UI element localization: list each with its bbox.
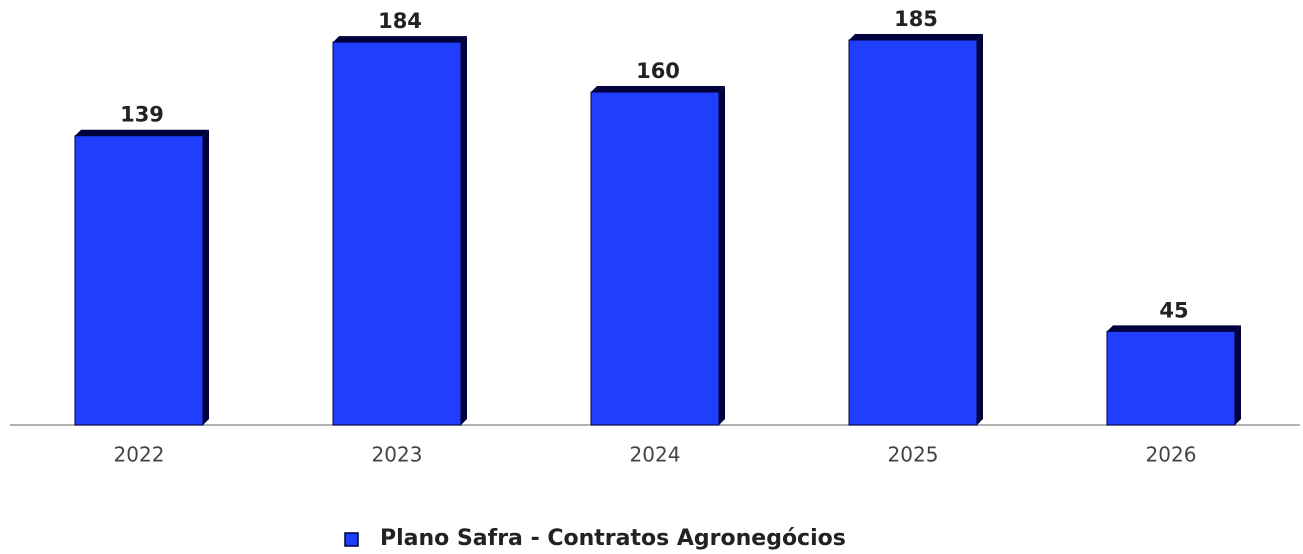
x-tick-label: 2026: [1146, 443, 1197, 467]
data-label: 185: [894, 7, 938, 31]
bar-top: [849, 34, 983, 40]
data-label: 184: [378, 9, 422, 33]
bar-side: [719, 86, 725, 425]
x-tick-label: 2025: [888, 443, 939, 467]
bar-top: [75, 129, 209, 136]
legend-label: Plano Safra - Contratos Agronegócios: [380, 526, 846, 551]
bar: [590, 91, 720, 426]
legend-swatch: [344, 532, 359, 547]
bar: [74, 135, 204, 426]
x-tick-label: 2024: [630, 443, 681, 467]
bar: [332, 41, 462, 426]
data-label: 139: [120, 103, 164, 127]
data-label: 45: [1159, 298, 1188, 322]
bar-top: [333, 36, 467, 43]
data-label: 160: [636, 59, 680, 83]
bar: [848, 39, 978, 426]
bar-side: [203, 129, 209, 425]
x-tick-label: 2023: [372, 443, 423, 467]
bar: [1106, 330, 1236, 426]
bar-side: [461, 36, 467, 425]
x-tick-label: 2022: [114, 443, 165, 467]
bar-top: [1107, 325, 1241, 332]
bar-top: [591, 86, 725, 93]
bar-side: [977, 34, 983, 425]
bar-side: [1235, 325, 1241, 425]
